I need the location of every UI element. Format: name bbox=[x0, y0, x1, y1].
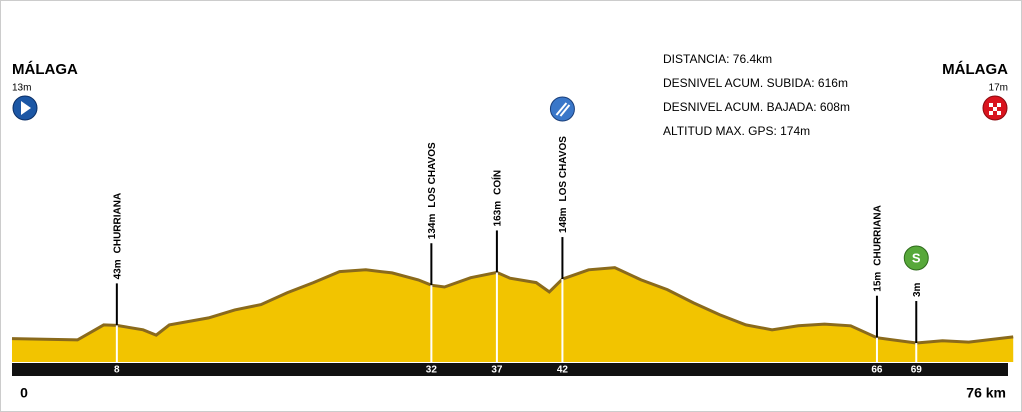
info-box: DISTANCIA: 76.4km DESNIVEL ACUM. SUBIDA: … bbox=[663, 52, 850, 138]
marker-name: CHURRIANA bbox=[112, 193, 123, 254]
kom-icon bbox=[549, 96, 575, 122]
start-name: MÁLAGA bbox=[12, 61, 78, 78]
x-tick-label: 66 bbox=[871, 365, 883, 376]
profile-edge bbox=[11, 266, 1014, 345]
sprint-icon-glyph: S bbox=[912, 250, 921, 265]
marker-name: LOS CHAVOS bbox=[558, 136, 569, 202]
x-tick-label: 37 bbox=[491, 365, 503, 376]
x-tick-label: 0 bbox=[20, 385, 28, 401]
marker-altitude: 3m bbox=[912, 282, 923, 297]
x-tick-label: 69 bbox=[911, 365, 923, 376]
marker-label: 134m LOS CHAVOS bbox=[427, 142, 438, 239]
marker-altitude: 43m bbox=[112, 259, 123, 279]
marker-label: 148m LOS CHAVOS bbox=[558, 136, 569, 233]
marker-name: CHURRIANA bbox=[873, 205, 884, 266]
info-line: DESNIVEL ACUM. BAJADA: 608m bbox=[663, 100, 850, 114]
info-line: DISTANCIA: 76.4km bbox=[663, 52, 772, 66]
marker-label: 3m bbox=[912, 282, 923, 297]
marker-altitude: 15m bbox=[873, 272, 884, 292]
marker-label: 15m CHURRIANA bbox=[873, 205, 884, 292]
info-line: DESNIVEL ACUM. SUBIDA: 616m bbox=[663, 76, 848, 90]
info-line: ALTITUD MAX. GPS: 174m bbox=[663, 124, 810, 138]
x-tick-label: 8 bbox=[114, 365, 120, 376]
x-tick-label: 42 bbox=[557, 365, 569, 376]
marker-label: 43m CHURRIANA bbox=[112, 193, 123, 280]
marker-name: COÍN bbox=[491, 170, 504, 195]
sprint-icon-circle bbox=[903, 245, 929, 271]
sprint-icon: S bbox=[903, 245, 929, 271]
finish-altitude: 17m bbox=[989, 83, 1008, 94]
marker-label: 163m COÍN bbox=[491, 170, 504, 227]
profile-area bbox=[12, 267, 1014, 362]
marker-altitude: 148m bbox=[558, 207, 569, 233]
marker-altitude: 134m bbox=[427, 214, 438, 240]
kom-icon-glyph bbox=[555, 102, 571, 117]
marker-name: LOS CHAVOS bbox=[427, 142, 438, 208]
x-tick-label: 76 km bbox=[966, 385, 1006, 401]
x-tick-label: 32 bbox=[426, 365, 438, 376]
axis-bar bbox=[12, 363, 1008, 376]
start-icon bbox=[12, 95, 38, 121]
finish-name: MÁLAGA bbox=[942, 61, 1008, 78]
finish-icon bbox=[982, 95, 1008, 121]
marker-altitude: 163m bbox=[493, 201, 504, 227]
start-altitude: 13m bbox=[12, 83, 31, 94]
